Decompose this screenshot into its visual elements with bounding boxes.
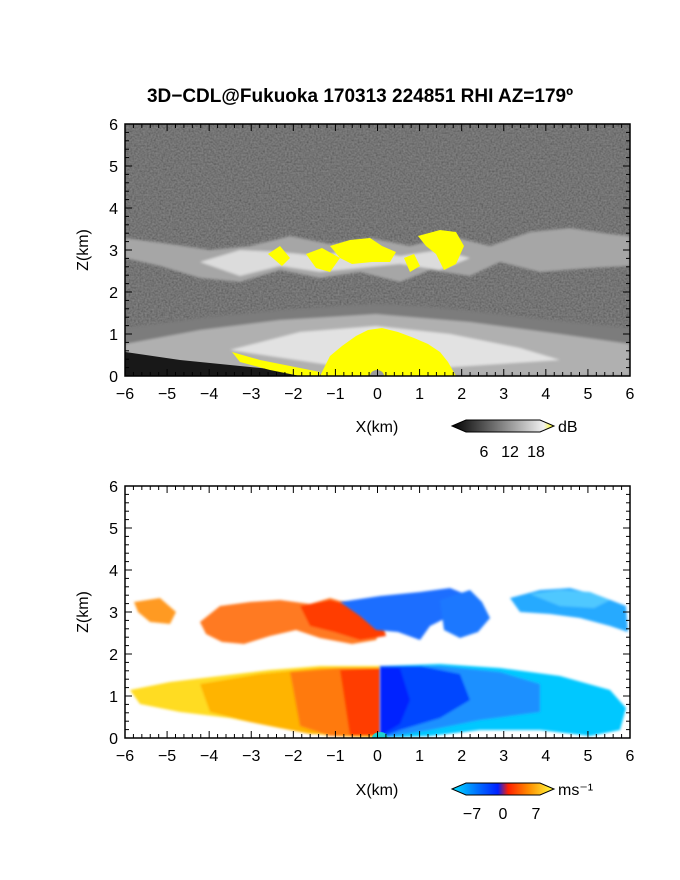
velocity-colorbar-unit: ms⁻¹	[558, 782, 593, 799]
x-tick-label: 2	[457, 748, 466, 765]
y-tick-label: 1	[109, 327, 118, 344]
x-tick-label: −2	[284, 748, 302, 765]
x-tick-label: −1	[326, 386, 344, 403]
intensity-xlabel: X(km)	[356, 419, 399, 436]
y-tick-label: 3	[109, 605, 118, 622]
y-tick-label: 3	[109, 243, 118, 260]
y-tick-label: 1	[109, 689, 118, 706]
velocity-colorbar-tick: 7	[532, 806, 541, 823]
intensity-colorbar: dB 6 12 18	[450, 419, 578, 461]
x-tick-label: 0	[373, 748, 382, 765]
x-tick-label: −3	[242, 386, 260, 403]
velocity-ylabel: Z(km)	[75, 591, 92, 633]
velocity-axes: −6 −5 −4 −3 −2 −1 0 1 2 3 4 5 6 0 1 2 3 4 5 6	[109, 479, 634, 765]
intensity-colorbar-tick: 12	[501, 444, 519, 461]
y-tick-label: 4	[109, 563, 118, 580]
x-tick-label: −3	[242, 748, 260, 765]
x-tick-label: 5	[583, 386, 592, 403]
x-tick-label: 0	[373, 386, 382, 403]
chart-title: 3D−CDL@Fukuoka 170313 224851 RHI AZ=179º	[146, 86, 574, 107]
y-tick-label: 0	[109, 369, 118, 386]
intensity-ylabel: Z(km)	[75, 229, 92, 271]
y-tick-label: 5	[109, 521, 118, 538]
intensity-colorbar-unit: dB	[558, 419, 578, 436]
intensity-colorbar-tick: 6	[480, 444, 489, 461]
velocity-colorbar-tick: 0	[499, 806, 508, 823]
x-tick-label: −6	[116, 386, 134, 403]
x-tick-label: 4	[541, 748, 550, 765]
velocity-field	[125, 486, 630, 738]
y-tick-label: 2	[109, 647, 118, 664]
y-tick-label: 4	[109, 201, 118, 218]
intensity-field	[125, 124, 630, 376]
velocity-colorbar-tick: −7	[463, 806, 481, 823]
x-tick-label: 4	[541, 386, 550, 403]
x-tick-label: −5	[158, 386, 176, 403]
x-tick-label: −4	[200, 386, 218, 403]
x-tick-label: −4	[200, 748, 218, 765]
y-tick-label: 2	[109, 285, 118, 302]
velocity-panel: −6 −5 −4 −3 −2 −1 0 1 2 3 4 5 6 0 1 2 3 4 5 6 X(km) Z(km) m…	[75, 479, 635, 823]
x-tick-label: −5	[158, 748, 176, 765]
x-tick-label: 6	[626, 748, 635, 765]
x-tick-label: −6	[116, 748, 134, 765]
x-tick-label: 2	[457, 386, 466, 403]
intensity-axes: −6 −5 −4 −3 −2 −1 0 1 2 3 4 5 6 0 1 2 3 4 5 6	[109, 117, 634, 403]
x-tick-label: 3	[499, 748, 508, 765]
y-tick-label: 5	[109, 159, 118, 176]
y-tick-label: 0	[109, 731, 118, 748]
y-tick-label: 6	[109, 117, 118, 134]
x-tick-label: −1	[326, 748, 344, 765]
x-tick-label: 3	[499, 386, 508, 403]
y-tick-label: 6	[109, 479, 118, 496]
velocity-colorbar: ms⁻¹ −7 0 7	[450, 782, 593, 823]
x-tick-label: 5	[583, 748, 592, 765]
velocity-xlabel: X(km)	[356, 782, 399, 799]
x-tick-label: 6	[626, 386, 635, 403]
x-tick-label: 1	[415, 748, 424, 765]
x-tick-label: −2	[284, 386, 302, 403]
intensity-colorbar-tick: 18	[527, 444, 545, 461]
x-tick-label: 1	[415, 386, 424, 403]
